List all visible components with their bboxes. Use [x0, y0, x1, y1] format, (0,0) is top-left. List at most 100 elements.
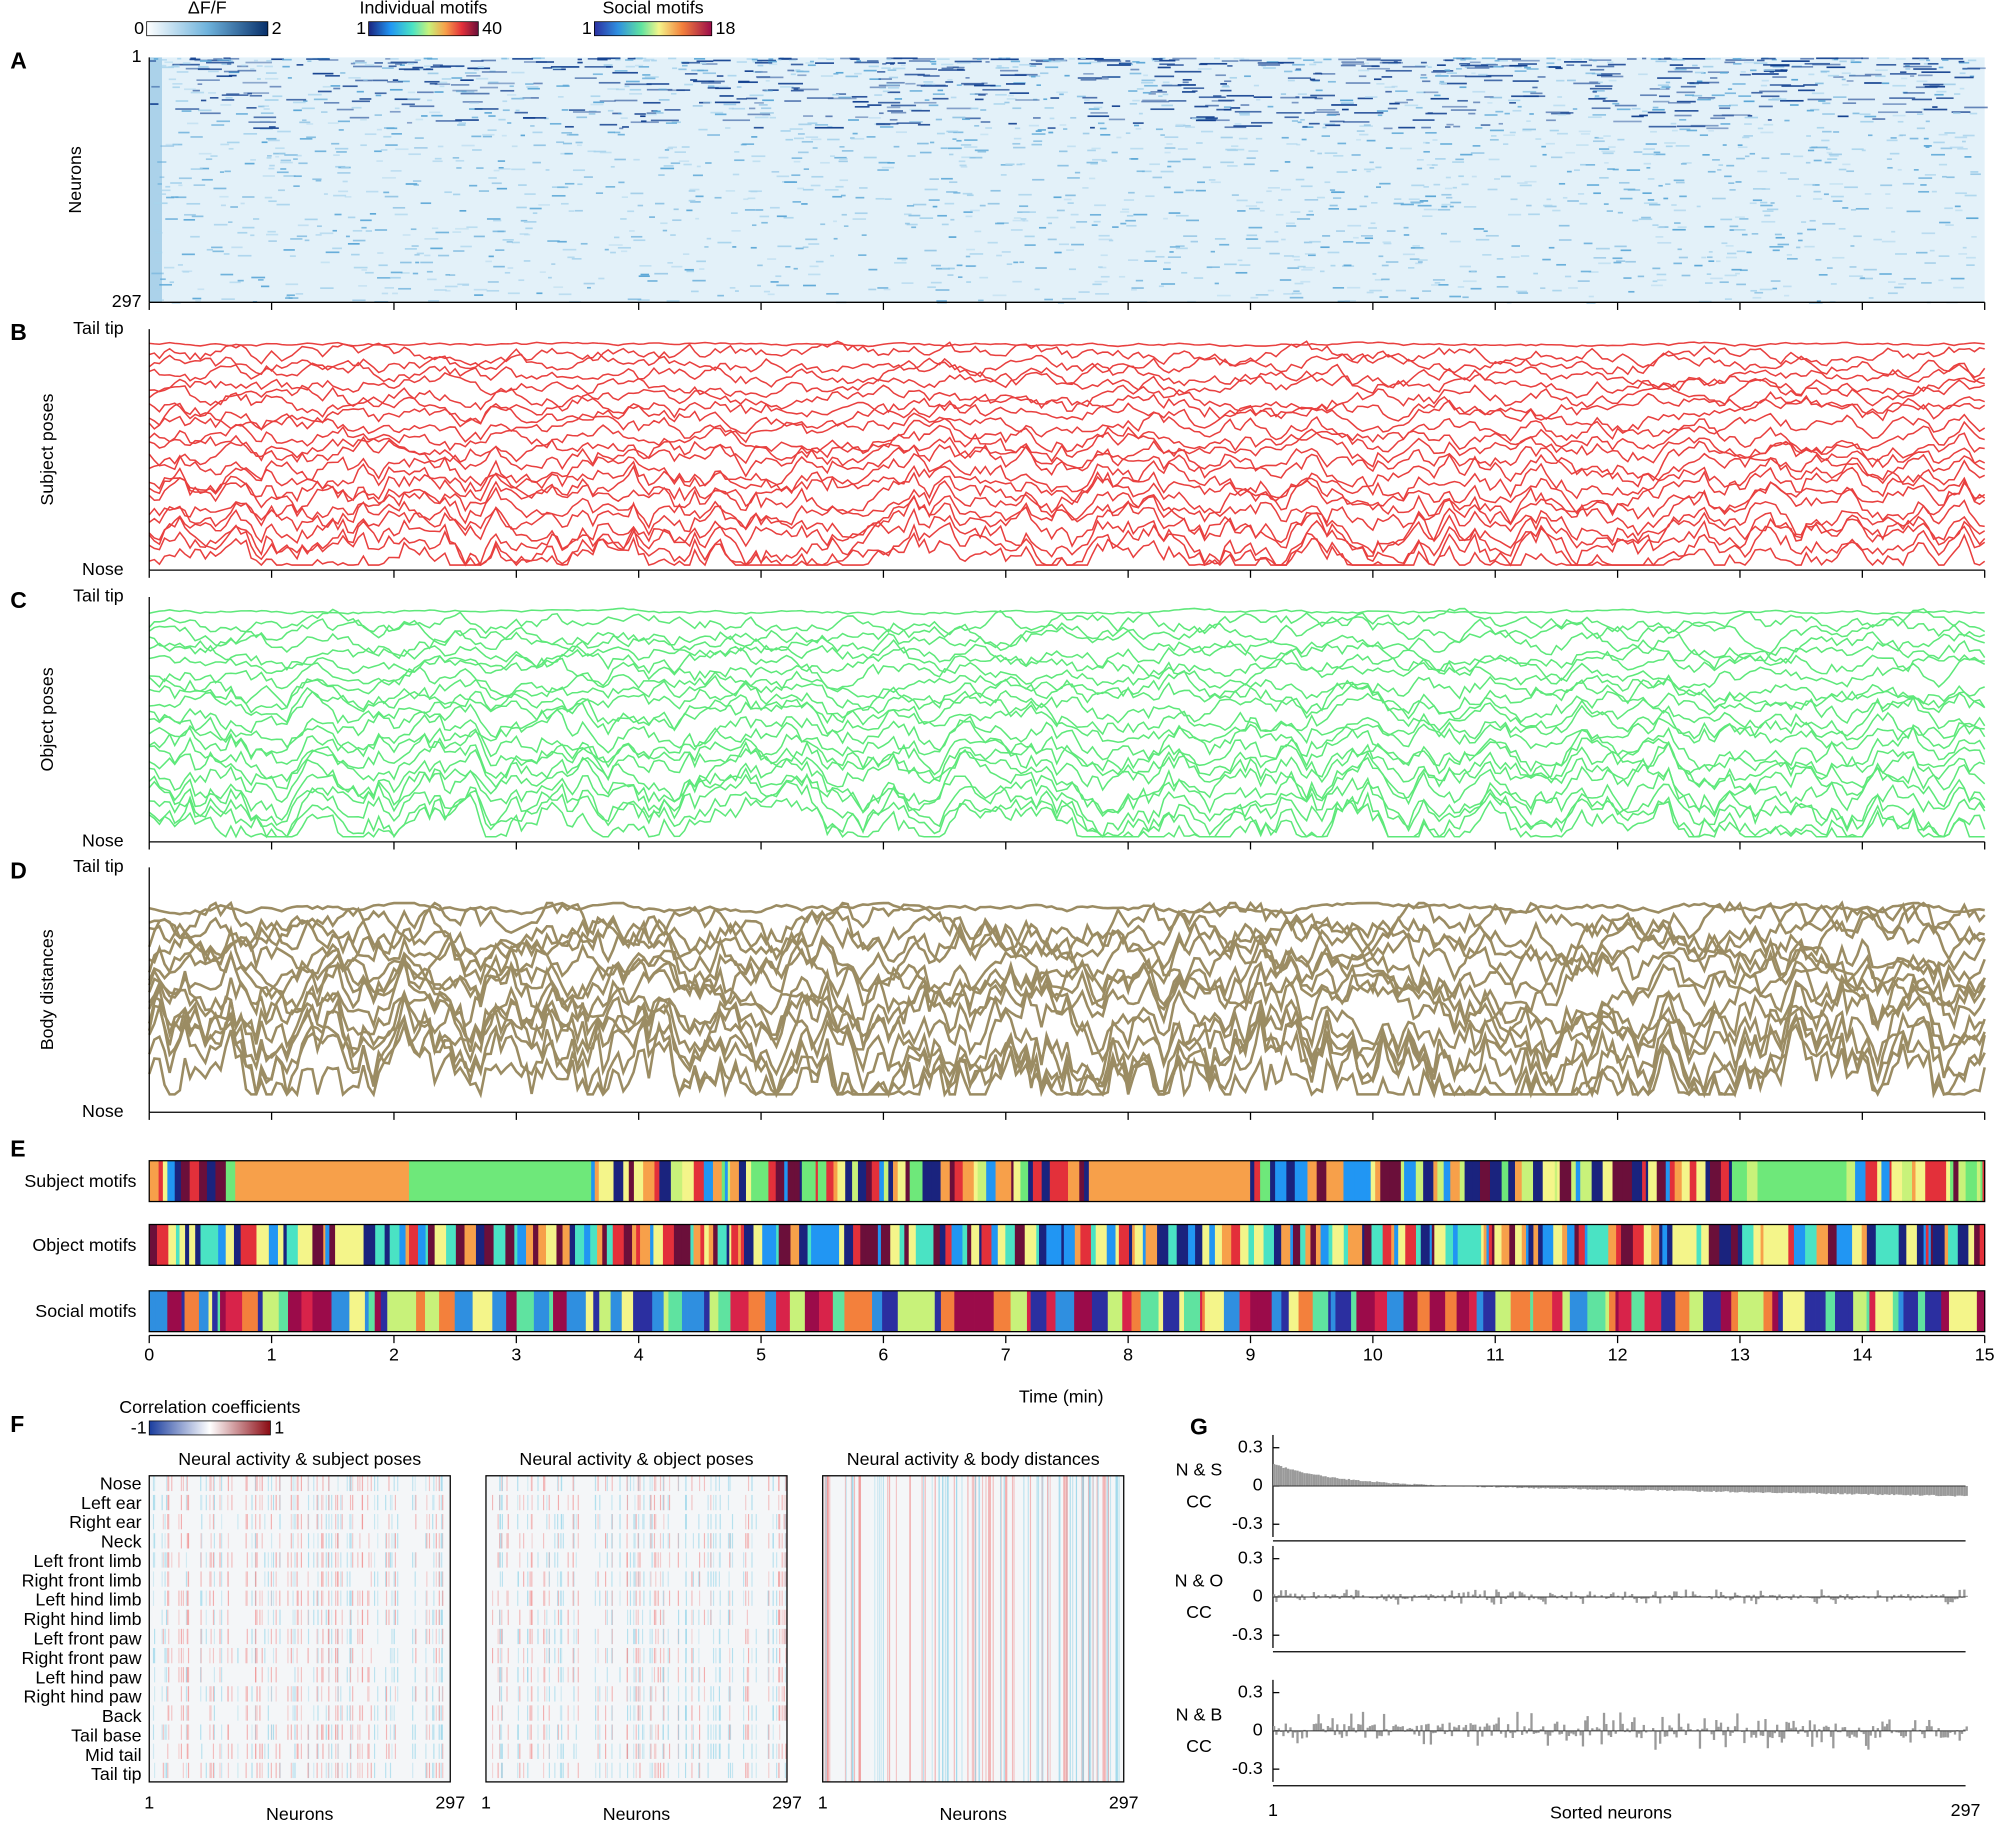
corr-cell	[663, 1647, 665, 1664]
corr-cell	[425, 1533, 427, 1549]
heatmap-cell	[182, 62, 191, 65]
motif-stripe	[1538, 1224, 1544, 1266]
heatmap-cell	[1946, 176, 1955, 179]
corr-cell	[307, 1609, 310, 1626]
heatmap-cell	[678, 68, 687, 71]
heatmap-cell	[700, 62, 707, 65]
heatmap-cell	[1473, 228, 1485, 230]
corr-cell	[246, 1724, 248, 1740]
motif-stripe	[1061, 1160, 1069, 1202]
heatmap-cell	[1957, 147, 1968, 150]
heatmap-cell	[1092, 158, 1106, 161]
corr-cell	[653, 1762, 656, 1779]
motif-stripe	[1738, 1290, 1756, 1332]
corr-cell	[745, 1724, 747, 1740]
corr-cell	[171, 1552, 173, 1568]
heatmap-cell	[791, 87, 800, 89]
corr-cell	[432, 1724, 434, 1740]
motif-stripe	[981, 1224, 992, 1266]
heatmap-cell	[171, 302, 181, 304]
heatmap-cell	[299, 138, 313, 140]
corr-cell	[667, 1628, 669, 1645]
corr-cell	[296, 1647, 298, 1664]
motif-stripe	[1415, 1224, 1422, 1266]
heatmap-cell	[776, 284, 790, 287]
heatmap-cell	[1517, 292, 1529, 294]
heatmap-cell	[1216, 108, 1230, 111]
motif-stripe	[1720, 1160, 1730, 1202]
heatmap-cell	[150, 103, 159, 105]
heatmap-cell	[1185, 189, 1195, 192]
heatmap-cell	[1850, 61, 1862, 64]
motif-stripe	[1946, 1160, 1951, 1202]
heatmap-cell	[851, 95, 868, 98]
corr-cell	[719, 1628, 721, 1645]
heatmap-cell	[1643, 162, 1652, 165]
motif-stripe	[940, 1290, 955, 1332]
heatmap-cell	[1141, 170, 1152, 173]
corr-cell	[377, 1494, 379, 1511]
corr-cell	[637, 1475, 639, 1492]
heatmap-cell	[615, 88, 625, 91]
motif-stripe	[908, 1290, 917, 1332]
corr-cell	[501, 1475, 503, 1492]
corr-cell	[506, 1475, 508, 1492]
heatmap-cell	[1555, 67, 1563, 70]
heatmap-cell	[340, 72, 346, 74]
corr-cell	[655, 1514, 657, 1530]
heatmap-cell	[1826, 66, 1846, 69]
heatmap-cell	[1093, 106, 1103, 109]
heatmap-cell	[220, 273, 234, 276]
corr-cell	[186, 1494, 188, 1511]
heatmap-cell	[383, 191, 390, 194]
heatmap-cell	[237, 279, 244, 282]
heatmap-cell	[1761, 79, 1769, 82]
heatmap-cell	[235, 113, 248, 115]
corr-cell	[317, 1514, 319, 1530]
corr-cell	[325, 1705, 327, 1721]
heatmap-cell	[1182, 81, 1189, 84]
motif-stripe	[1057, 1224, 1062, 1266]
corr-cell	[531, 1647, 533, 1664]
heatmap-cell	[587, 286, 591, 289]
corr-cell	[349, 1475, 352, 1492]
heatmap-cell	[1246, 157, 1256, 159]
corr-cell	[178, 1609, 180, 1626]
corr-cell	[328, 1743, 330, 1759]
corr-cell	[255, 1743, 257, 1759]
trace	[148, 479, 1986, 537]
corr-cell	[562, 1590, 564, 1606]
traces	[148, 607, 1986, 839]
heatmap-cell	[1220, 136, 1233, 139]
motif-stripe	[1273, 1224, 1282, 1266]
heatmap-cell	[754, 116, 769, 119]
heatmap-cell	[1236, 199, 1248, 202]
heatmap-cell	[1100, 254, 1108, 257]
heatmap-cell	[1210, 181, 1221, 184]
heatmap-cell	[1417, 259, 1428, 261]
corr-cell	[655, 1475, 657, 1492]
heatmap-cell	[1430, 97, 1449, 100]
corr-cell	[561, 1762, 563, 1779]
motif-stripe	[1356, 1290, 1376, 1332]
corr-cell	[335, 1533, 337, 1549]
motif-stripe	[662, 1224, 675, 1266]
motif-stripe	[1488, 1224, 1493, 1266]
heatmap-cell	[1541, 145, 1546, 148]
corr-cell	[296, 1475, 298, 1492]
corr-cell	[313, 1609, 315, 1626]
motif-stripe	[729, 1224, 732, 1266]
motif-stripe	[771, 1224, 777, 1266]
motif-stripe	[681, 1290, 688, 1332]
motif-stripe	[1010, 1290, 1028, 1332]
corr-cell	[438, 1667, 440, 1683]
heatmap-cell	[929, 60, 937, 63]
heatmap-cell	[452, 89, 478, 92]
heatmap-cell	[692, 105, 703, 107]
heatmap-cell	[408, 153, 421, 156]
corr-cell	[185, 1590, 188, 1606]
heatmap-cell	[1905, 68, 1911, 70]
heatmap-cell	[1546, 57, 1556, 60]
corr-cell	[245, 1705, 247, 1721]
motif-stripe	[915, 1224, 929, 1266]
